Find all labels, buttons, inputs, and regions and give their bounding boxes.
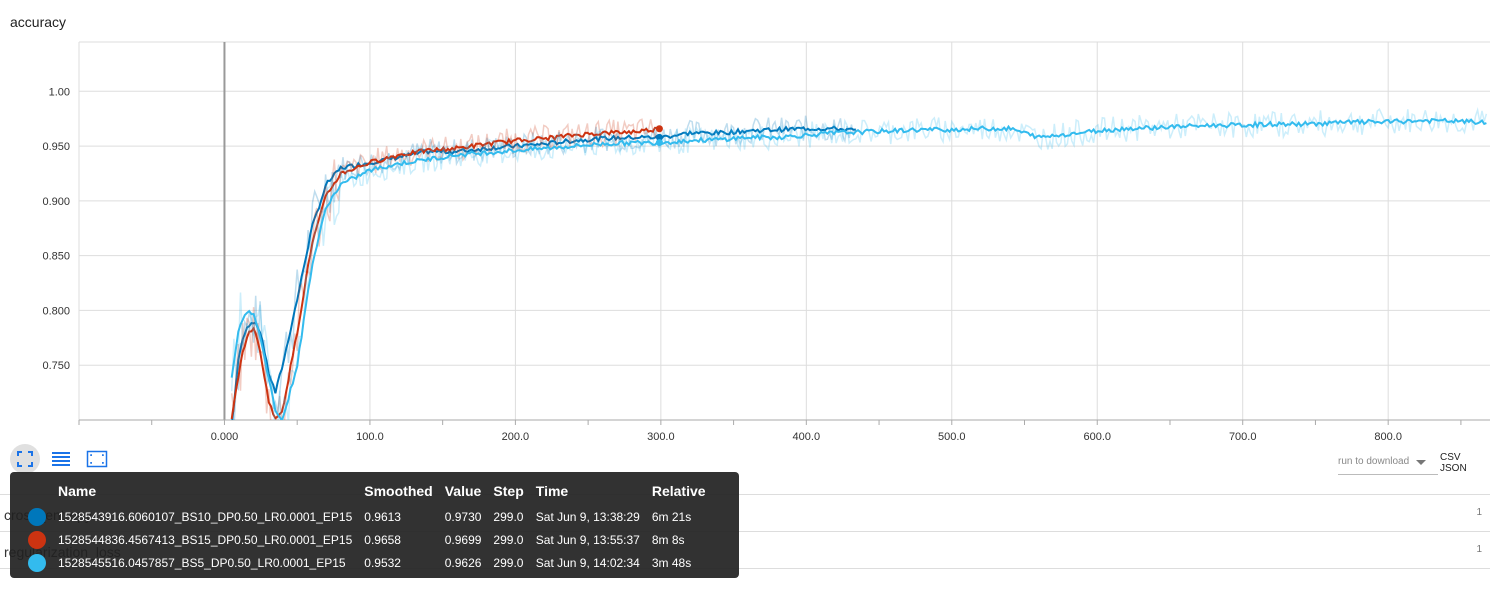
x-tick-label: 400.0 bbox=[793, 431, 821, 440]
tooltip-value: 0.9699 bbox=[444, 532, 482, 547]
tooltip-value: 0.9626 bbox=[444, 555, 482, 570]
accuracy-chart[interactable]: 0.750 0.800 0.850 0.900 0.950 1.00 0.000 100.0 2… bbox=[0, 0, 1490, 440]
x-tick-label: 700.0 bbox=[1229, 431, 1257, 440]
card-row-divider bbox=[0, 568, 1490, 605]
tooltip-relative: 6m 21s bbox=[651, 509, 692, 524]
tooltip-color-header bbox=[22, 482, 52, 505]
tooltip-row: 1528544836.4567413_BS15_DP0.50_LR0.0001_… bbox=[22, 528, 712, 551]
chevron-down-icon bbox=[1416, 460, 1426, 465]
series-color-swatch bbox=[28, 507, 46, 526]
tooltip-relative: 3m 48s bbox=[651, 555, 692, 570]
series-smoothed-line bbox=[230, 117, 1487, 420]
tooltip-name: 1528544836.4567413_BS15_DP0.50_LR0.0001_… bbox=[58, 532, 353, 547]
tooltip-row: 1528543916.6060107_BS10_DP0.50_LR0.0001_… bbox=[22, 505, 712, 528]
tooltip-time: Sat Jun 9, 13:38:29 bbox=[535, 509, 640, 524]
x-tick-label: 600.0 bbox=[1083, 431, 1111, 440]
tooltip-header-time: Time bbox=[535, 483, 569, 499]
run-to-download-placeholder: run to download bbox=[1338, 456, 1410, 467]
series-smoothed-line bbox=[230, 126, 661, 420]
hover-marker bbox=[655, 139, 663, 147]
tooltip-time: Sat Jun 9, 14:02:34 bbox=[535, 555, 640, 570]
x-tick-label: 100.0 bbox=[356, 431, 384, 440]
run-to-download-select[interactable]: run to download bbox=[1338, 450, 1438, 475]
axes: 0.750 0.800 0.850 0.900 0.950 1.00 0.000 100.0 2… bbox=[42, 86, 1490, 440]
grid bbox=[78, 41, 1490, 420]
tooltip-step: 299.0 bbox=[493, 555, 524, 570]
chart-title: accuracy bbox=[10, 14, 67, 30]
y-tick-label: 0.950 bbox=[42, 141, 70, 153]
series-raw-line bbox=[230, 107, 1488, 420]
hover-marker bbox=[655, 133, 663, 141]
select-zoom-icon[interactable] bbox=[82, 444, 112, 474]
y-tick-label: 0.900 bbox=[42, 196, 70, 208]
tooltip-smoothed: 0.9658 bbox=[364, 532, 401, 547]
hover-marker bbox=[655, 125, 663, 133]
y-tick-label: 0.850 bbox=[42, 251, 70, 263]
tooltip-step: 299.0 bbox=[493, 509, 524, 524]
card-row-count: 1 bbox=[1476, 544, 1482, 555]
tooltip-header-name: Name bbox=[58, 483, 97, 499]
y-tick-label: 1.00 bbox=[49, 86, 70, 98]
series-smoothed-line bbox=[231, 125, 856, 420]
y-tick-label: 0.800 bbox=[42, 305, 70, 317]
chart-toolbar bbox=[10, 444, 112, 474]
y-tick-label: 0.750 bbox=[42, 360, 70, 372]
tooltip-step: 299.0 bbox=[493, 532, 524, 547]
tooltip-value: 0.9730 bbox=[444, 509, 482, 524]
fit-domain-icon[interactable] bbox=[10, 444, 40, 474]
tooltip-relative: 8m 8s bbox=[651, 532, 685, 547]
tooltip-header-relative: Relative bbox=[651, 483, 706, 499]
tooltip-table: Name Smoothed Value Step Time Relative 1… bbox=[22, 482, 712, 574]
x-tick-label: 200.0 bbox=[502, 431, 530, 440]
download-links: CSV JSON bbox=[1440, 452, 1490, 474]
card-row-count: 1 bbox=[1476, 507, 1482, 518]
series-color-swatch bbox=[28, 530, 46, 549]
tooltip-time: Sat Jun 9, 13:55:37 bbox=[535, 532, 640, 547]
x-tick-label: 0.000 bbox=[211, 431, 239, 440]
x-tick-label: 500.0 bbox=[938, 431, 966, 440]
series-layer bbox=[230, 107, 1488, 420]
series-color-swatch bbox=[28, 553, 46, 572]
tooltip-smoothed: 0.9532 bbox=[364, 555, 401, 570]
x-tick-label: 800.0 bbox=[1374, 431, 1402, 440]
csv-link[interactable]: CSV bbox=[1440, 452, 1461, 463]
tooltip-name: 1528543916.6060107_BS10_DP0.50_LR0.0001_… bbox=[58, 509, 353, 524]
tooltip-header-smoothed: Smoothed bbox=[364, 483, 433, 499]
tooltip-row: 1528545516.0457857_BS5_DP0.50_LR0.0001_E… bbox=[22, 551, 712, 574]
tooltip-header-step: Step bbox=[493, 483, 524, 499]
series-raw-line bbox=[233, 115, 857, 420]
toggle-y-log-icon[interactable] bbox=[46, 444, 76, 474]
tooltip-name: 1528545516.0457857_BS5_DP0.50_LR0.0001_E… bbox=[58, 555, 346, 570]
tooltip-header-value: Value bbox=[444, 483, 482, 499]
tooltip: Name Smoothed Value Step Time Relative 1… bbox=[10, 472, 739, 578]
tooltip-smoothed: 0.9613 bbox=[364, 509, 401, 524]
json-link[interactable]: JSON bbox=[1440, 463, 1467, 474]
x-tick-label: 300.0 bbox=[647, 431, 675, 440]
